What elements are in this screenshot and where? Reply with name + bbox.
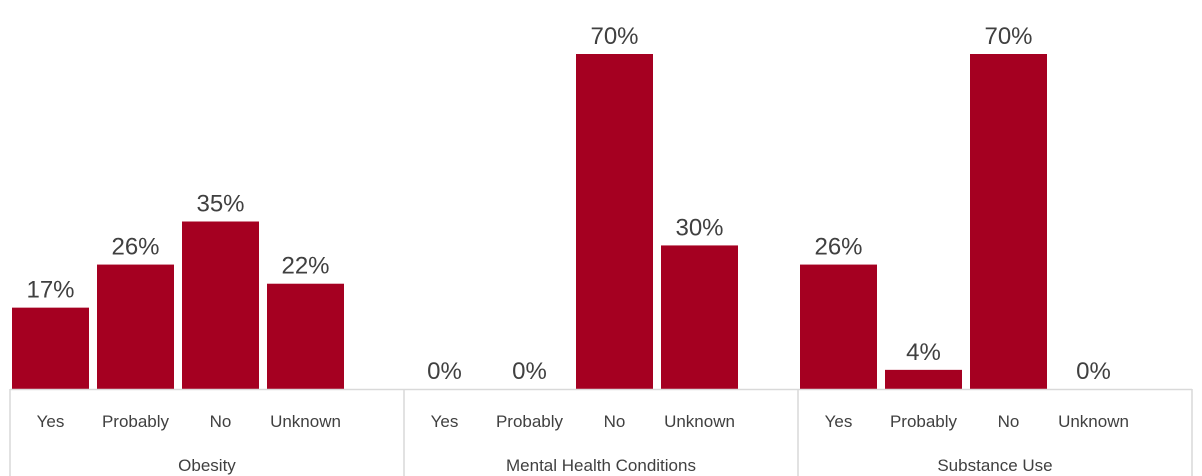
group-label-substance-use: Substance Use — [937, 456, 1052, 475]
data-label-obesity-probably: 26% — [111, 234, 159, 261]
category-label-unknown: Unknown — [664, 412, 735, 431]
data-label-obesity-no: 35% — [196, 191, 244, 218]
bar-obesity-probably — [97, 264, 174, 389]
category-label-no: No — [210, 412, 232, 431]
bar-mental-health-conditions-no — [576, 54, 653, 389]
category-label-no: No — [998, 412, 1020, 431]
bar-obesity-no — [182, 221, 259, 389]
category-label-probably: Probably — [890, 412, 958, 431]
bar-obesity-yes — [12, 307, 89, 389]
bar-mental-health-conditions-unknown — [661, 245, 738, 389]
data-label-substance-use-unknown: 0% — [1076, 358, 1111, 385]
category-label-no: No — [604, 412, 626, 431]
data-label-substance-use-yes: 26% — [814, 234, 862, 261]
data-label-obesity-yes: 17% — [26, 277, 74, 304]
category-label-unknown: Unknown — [270, 412, 341, 431]
category-label-probably: Probably — [496, 412, 564, 431]
category-label-probably: Probably — [102, 412, 170, 431]
category-label-yes: Yes — [825, 412, 853, 431]
data-label-substance-use-probably: 4% — [906, 339, 941, 366]
bars-layer — [12, 54, 1047, 389]
group-label-obesity: Obesity — [178, 456, 236, 475]
labels-layer: 17% Yes 26% Probably 35% No 22% Unknown Obesity 0… — [26, 23, 1128, 475]
data-label-mental-health-conditions-yes: 0% — [427, 358, 462, 385]
category-axis — [9, 388, 1193, 476]
bar-substance-use-probably — [885, 369, 962, 389]
group-label-mental-health-conditions: Mental Health Conditions — [506, 456, 696, 475]
data-label-substance-use-no: 70% — [984, 23, 1032, 50]
data-label-mental-health-conditions-no: 70% — [590, 23, 638, 50]
bar-substance-use-yes — [800, 264, 877, 389]
data-label-mental-health-conditions-probably: 0% — [512, 358, 547, 385]
category-label-yes: Yes — [431, 412, 459, 431]
data-label-mental-health-conditions-unknown: 30% — [675, 214, 723, 241]
category-label-yes: Yes — [37, 412, 65, 431]
category-label-unknown: Unknown — [1058, 412, 1129, 431]
data-label-obesity-unknown: 22% — [281, 253, 329, 280]
bar-obesity-unknown — [267, 283, 344, 389]
bar-substance-use-no — [970, 54, 1047, 389]
